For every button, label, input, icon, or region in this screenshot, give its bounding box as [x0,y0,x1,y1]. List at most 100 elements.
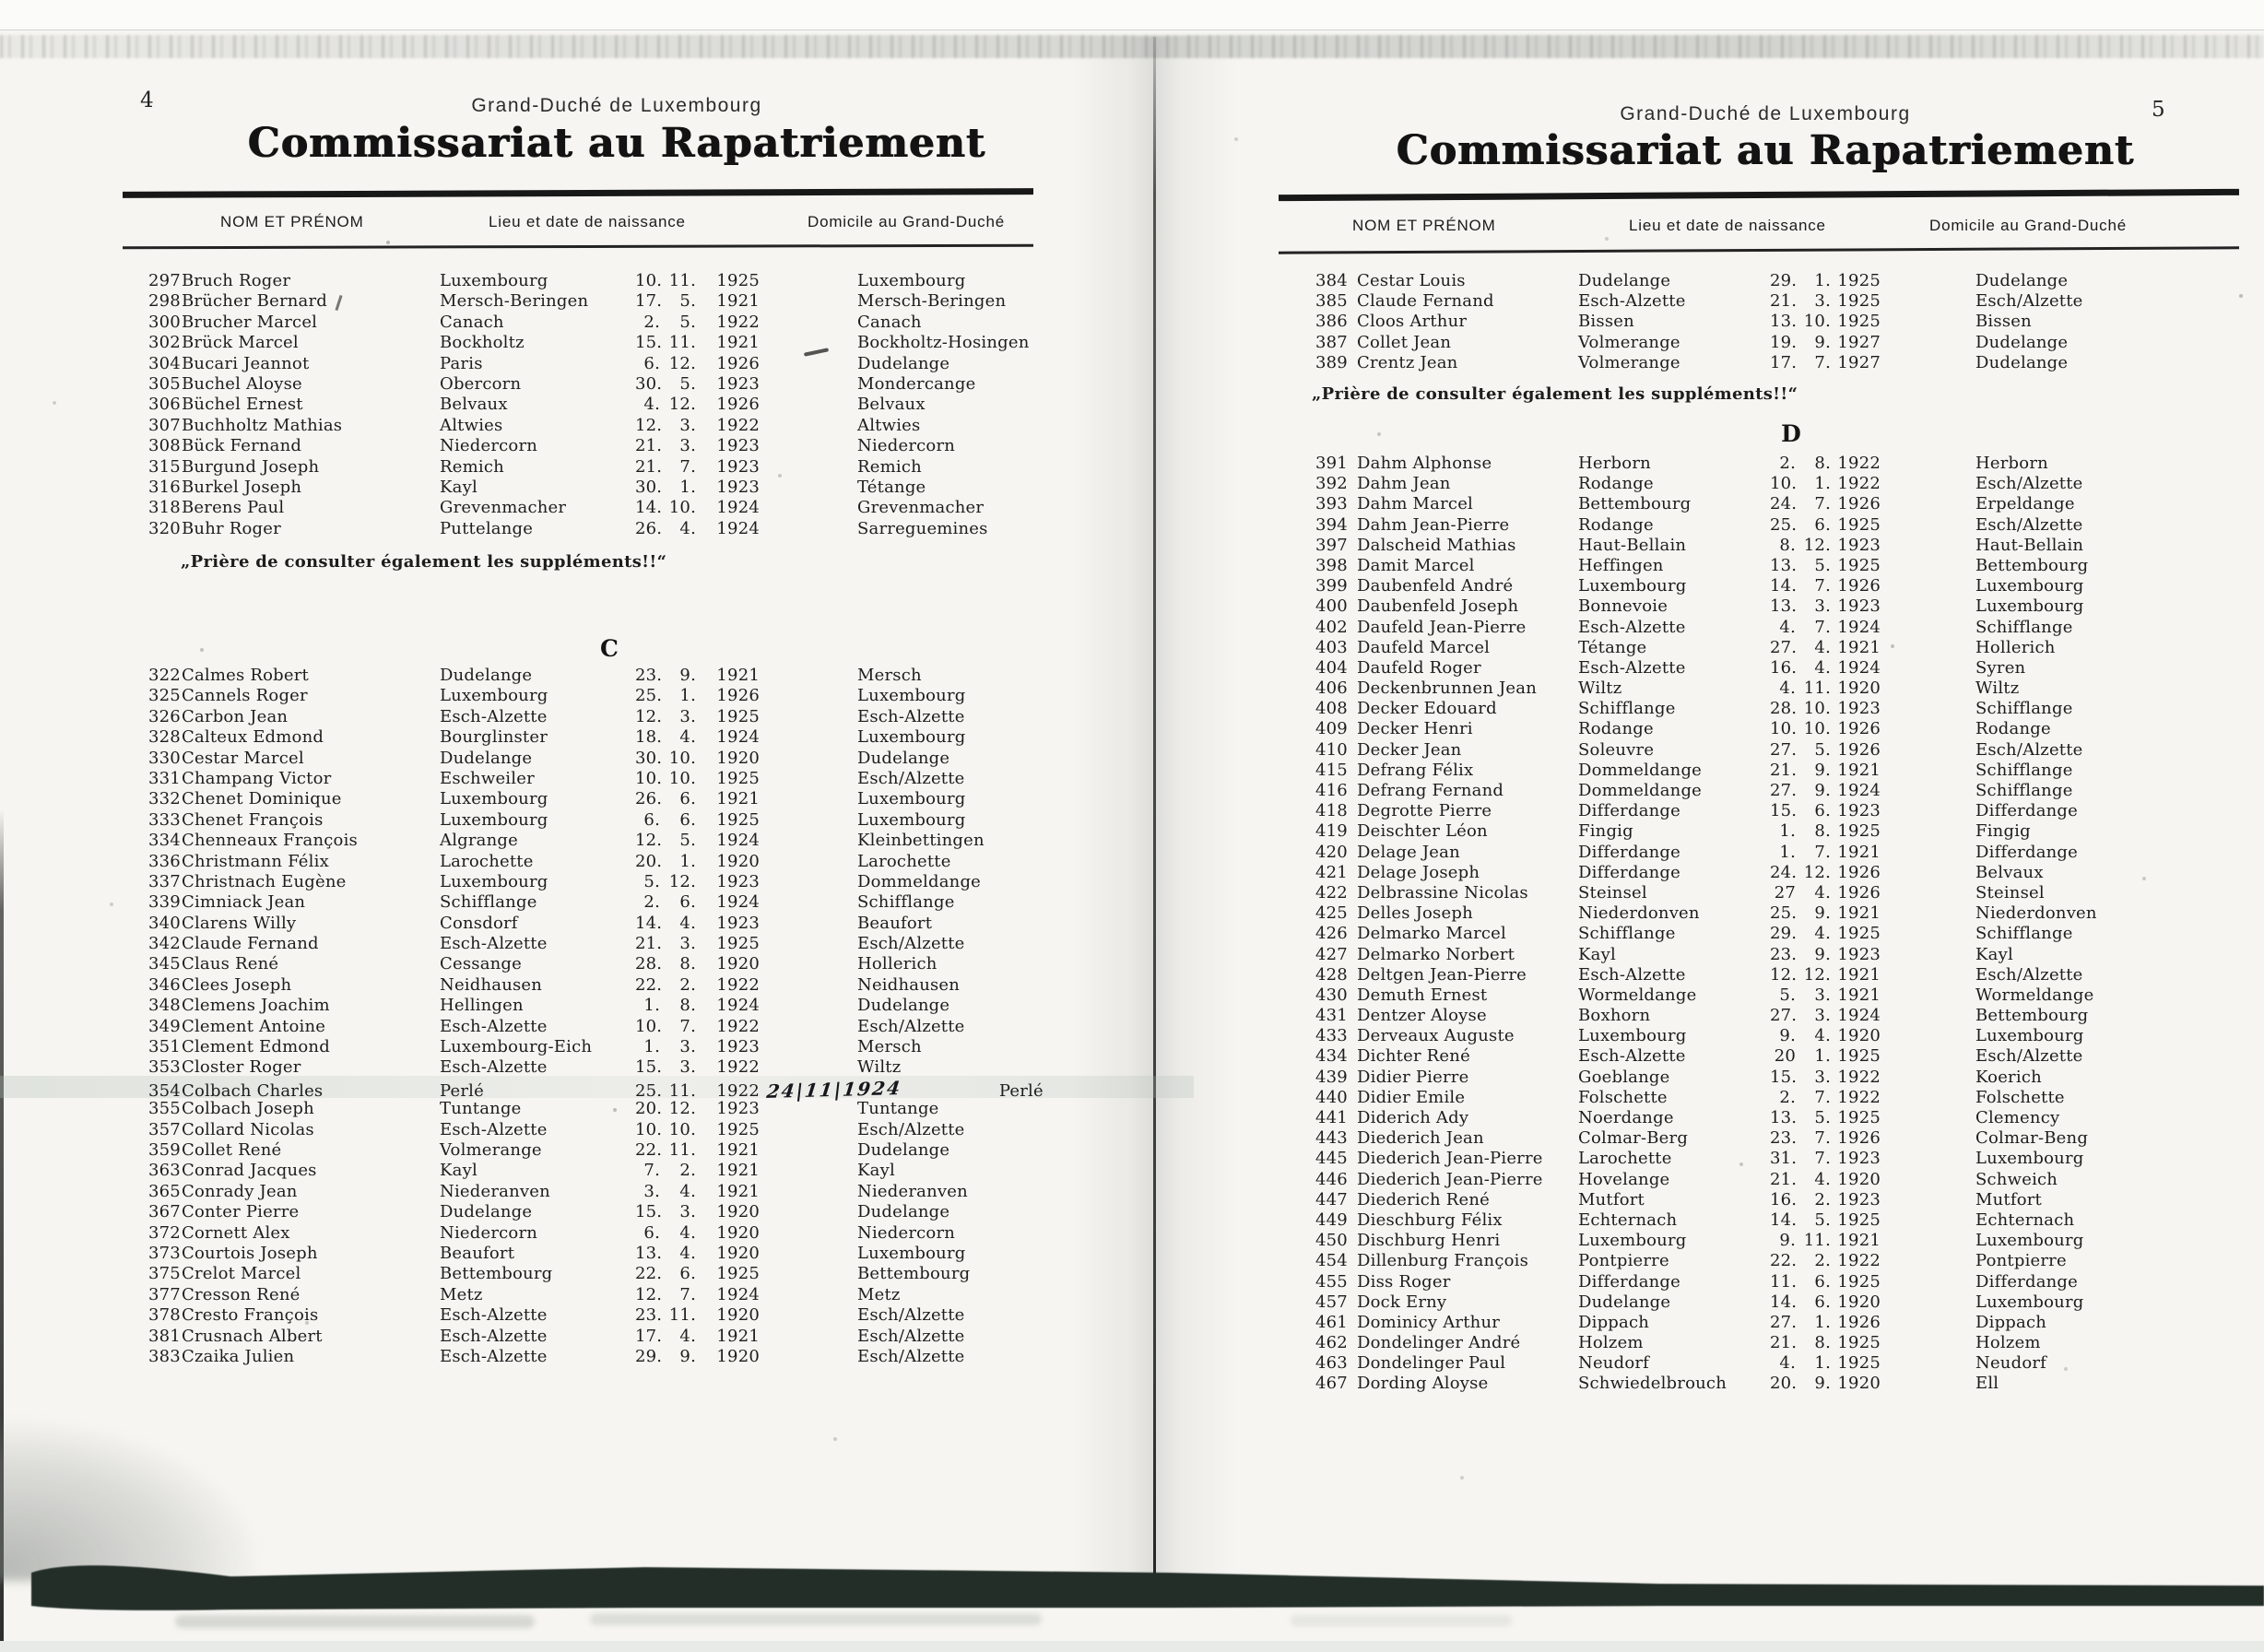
entry-name: Brucher Marcel [182,312,318,332]
entry-birth-month: 4. [679,1243,696,1263]
entry-birthplace: Wiltz [1578,678,1622,699]
entry-domicile: Altwies [857,415,921,435]
table-row: 315 Burgund Joseph Remich 21. 7. 1923 Remich [88,457,1065,478]
table-row: 383 Czaika Julien Esch-Alzette 29. 9. 1920 Esc… [88,1347,1065,1367]
entry-number: 455 [1315,1271,1348,1292]
entry-birth-year: 1921 [716,1161,760,1181]
table-row: 430 Demuth Ernest Wormeldange 5. 3. 1921 Worme… [1277,985,2254,1006]
entry-number: 346 [148,974,181,995]
entry-birth-day: 29. [1770,924,1798,944]
table-row: 365 Conrady Jean Niederanven 3. 4. 1921 Nieder… [88,1182,1065,1202]
entry-birth-month: 3. [1814,985,1831,1005]
entry-birth-year: 1925 [1837,271,1881,290]
entry-domicile: Dudelange [857,1202,950,1222]
entry-birth-year: 1922 [1837,474,1881,494]
entry-birthplace: Esch-Alzette [440,1305,548,1326]
entry-birthplace: Esch-Alzette [1578,291,1686,312]
entry-birth-day: 30. [635,748,663,768]
entry-number: 400 [1315,596,1348,617]
entry-birth-year: 1922 [716,1057,760,1078]
entry-name: Dahm Jean [1357,474,1451,494]
entry-number: 378 [148,1305,181,1326]
table-row: 306 Büchel Ernest Belvaux 4. 12. 1926 Belvaux [88,395,1065,415]
entry-birthplace: Esch-Alzette [1578,617,1686,637]
entry-name: Deltgen Jean-Pierre [1357,964,1527,985]
entry-birth-day: 25. [1770,514,1798,535]
table-section-b: 297 Bruch Roger Luxembourg 10. 11. 1925 Luxemb… [88,271,1065,539]
table-row: 394 Dahm Jean-Pierre Rodange 25. 6. 1925 Esch/… [1277,515,2254,536]
entry-name: Daufeld Marcel [1357,637,1491,657]
entry-birthplace: Algrange [440,831,518,851]
entry-birthplace: Dudelange [440,666,533,685]
entry-number: 345 [148,954,181,974]
entry-birth-year: 1922 [1837,1251,1881,1271]
table-row: 367 Conter Pierre Dudelange 15. 3. 1920 Dudela… [88,1202,1065,1222]
entry-name: Conrady Jean [182,1181,298,1201]
entry-birth-year: 1924 [1837,657,1881,678]
table-row: 302 Brück Marcel Bockholtz 15. 11. 1921 Bockho… [88,333,1065,353]
entry-number: 393 [1315,494,1348,514]
entry-birth-year: 1924 [716,892,760,913]
entry-domicile: Dudelange [857,353,950,373]
entry-number: 342 [148,934,181,954]
entry-number: 337 [148,871,181,891]
table-row: 422 Delbrassine Nicolas Steinsel 27 4. 1926 St… [1277,883,2254,903]
entry-birth-year: 1926 [1837,719,1881,739]
entry-name: Clement Edmond [182,1037,330,1057]
entry-birth-month: 5. [679,831,696,851]
entry-name: Claude Fernand [1357,291,1494,312]
entry-birth-year: 1925 [716,1264,760,1284]
table-row: 345 Claus René Cessange 28. 8. 1920 Hollerich [88,954,1065,974]
entry-birth-day: 14. [635,498,663,518]
entry-number: 298 [148,291,181,312]
entry-birth-day: 4. [1779,1353,1796,1374]
entry-birth-month: 9. [1814,332,1831,352]
entry-birth-day: 15. [1770,801,1798,821]
entry-birth-year: 1926 [1837,1312,1881,1332]
entry-name: Cornett Alex [182,1222,290,1243]
table-row: 439 Didier Pierre Goeblange 15. 3. 1922 Koeric… [1277,1068,2254,1088]
entry-birth-month: 4. [1814,637,1831,657]
entry-domicile: Luxembourg [857,686,966,706]
entry-number: 418 [1315,801,1348,821]
table-row: 416 Defrang Fernand Dommeldange 27. 9. 1924 Sc… [1277,781,2254,801]
column-header-name: NOM ET PRÉNOM [1352,217,1496,234]
table-row: 332 Chenet Dominique Luxembourg 26. 6. 1921 Lu… [88,789,1065,809]
entry-birth-year: 1921 [1837,964,1881,985]
entry-domicile: Bettembourg [1975,1006,2089,1026]
entry-birth-day: 1. [1779,842,1796,862]
entry-birth-month: 10. [668,1119,696,1139]
entry-birthplace: Heffingen [1578,555,1664,575]
entry-birthplace: Luxembourg [1578,576,1687,596]
entry-birthplace: Niederdonven [1578,903,1700,924]
entry-birthplace: Volmerange [1578,352,1680,372]
table-row: 419 Deischter Léon Fingig 1. 8. 1925 Fingig [1277,821,2254,842]
table-section-d: 391 Dahm Alphonse Herborn 2. 8. 1922 Herborn 39… [1277,454,2254,1395]
entry-domicile: Luxembourg [1975,576,2084,596]
entry-domicile: Esch-Alzette [857,706,965,726]
entry-birth-day: 20. [635,1099,663,1119]
entry-number: 447 [1315,1189,1348,1210]
entry-birthplace: Dudelange [440,1202,533,1222]
entry-birth-month: 11. [668,271,696,290]
entry-birth-month: 3. [1814,596,1831,617]
entry-birth-year: 1922 [1837,1067,1881,1087]
entry-birth-year: 1924 [716,498,760,518]
entry-birth-day: 25. [1770,903,1798,924]
entry-birth-year: 1926 [716,353,760,373]
entry-birth-day: 8. [1779,535,1796,555]
entry-birth-day: 2. [1779,454,1796,473]
entry-birthplace: Luxembourg [440,789,548,809]
entry-number: 440 [1315,1087,1348,1107]
entry-birthplace: Schwiedelbrouch [1578,1374,1727,1394]
entry-birth-day: 16. [1770,657,1798,678]
entry-domicile: Luxembourg [1975,1149,2084,1169]
entry-birth-day: 15. [1770,1067,1798,1087]
entry-domicile: Erpeldange [1975,494,2075,514]
entry-birth-month: 4. [1814,924,1831,944]
table-row: 415 Defrang Félix Dommeldange 21. 9. 1921 Schi… [1277,761,2254,781]
entry-birthplace: Noerdange [1578,1108,1674,1127]
entry-birth-day: 23. [1770,1128,1798,1149]
entry-domicile: Esch/Alzette [857,934,965,954]
entry-birth-year: 1924 [716,727,760,748]
